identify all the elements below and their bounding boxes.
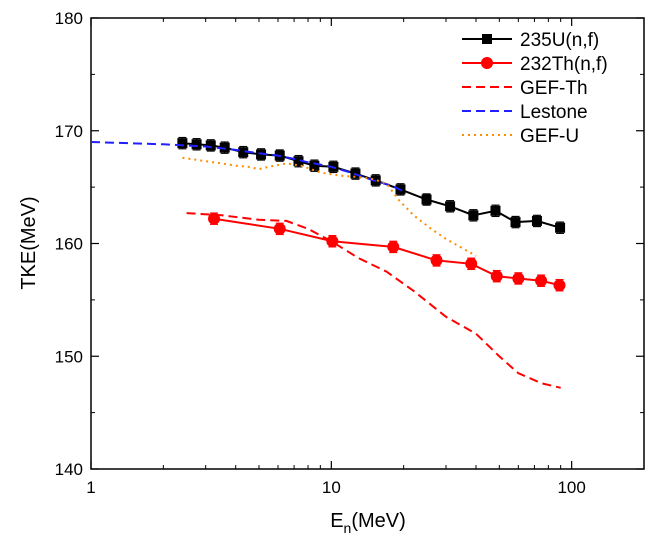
series-line xyxy=(213,217,560,287)
data-point xyxy=(273,222,286,235)
legend-marker xyxy=(482,34,492,44)
data-point xyxy=(238,147,249,158)
x-tick-label: 100 xyxy=(557,478,585,497)
series-lestone xyxy=(90,141,405,193)
data-point xyxy=(512,272,525,285)
legend-label: Lestone xyxy=(520,102,588,123)
axis-ticks xyxy=(90,17,645,470)
legend-marker xyxy=(481,57,493,69)
data-point xyxy=(191,139,202,150)
data-point xyxy=(293,156,304,167)
x-axis-title-main: E xyxy=(330,510,343,532)
tick-labels: 1 10 100 140 150 160 170 180 xyxy=(55,9,586,497)
data-point xyxy=(309,160,320,171)
data-point xyxy=(535,274,548,287)
data-point xyxy=(490,205,501,216)
y-tick-label: 140 xyxy=(55,460,83,479)
y-tick-label: 150 xyxy=(55,347,83,366)
data-point xyxy=(465,257,478,270)
series-line xyxy=(186,212,561,389)
series-232th-n-f- xyxy=(208,212,566,292)
legend-item: Lestone xyxy=(462,102,588,123)
data-point xyxy=(421,194,432,205)
data-point xyxy=(555,222,566,233)
x-tick-label: 1 xyxy=(86,478,95,497)
legend-label: GEF-Th xyxy=(520,78,588,99)
data-point xyxy=(510,217,521,228)
data-point xyxy=(531,215,542,226)
legend-label: GEF-U xyxy=(520,126,579,147)
y-tick-label: 170 xyxy=(55,122,83,141)
series-gef-th xyxy=(186,212,561,389)
y-tick-label: 160 xyxy=(55,235,83,254)
series-layer xyxy=(90,136,566,389)
legend-item: GEF-U xyxy=(462,126,579,147)
legend-item: GEF-Th xyxy=(462,78,588,99)
x-tick-label: 10 xyxy=(322,478,341,497)
legend-item: 232Th(n,f) xyxy=(462,54,608,75)
x-axis-title-unit: (MeV) xyxy=(351,510,405,532)
legend-label: 235U(n,f) xyxy=(520,30,599,51)
series-235u-n-f- xyxy=(177,136,566,234)
data-point xyxy=(205,140,216,151)
data-point xyxy=(468,210,479,221)
data-point xyxy=(430,254,443,267)
data-point xyxy=(387,240,400,253)
legend-label: 232Th(n,f) xyxy=(520,54,608,75)
x-axis-title: En(MeV) xyxy=(330,510,406,536)
series-gef-u xyxy=(182,156,477,257)
data-point xyxy=(553,279,566,292)
data-point xyxy=(445,201,456,212)
x-axis-title-subscript: n xyxy=(344,520,352,536)
series-line xyxy=(90,141,405,193)
series-line xyxy=(182,156,477,257)
y-tick-label: 180 xyxy=(55,9,83,28)
legend: 235U(n,f) 232Th(n,f) GEF-Th Lestone GEF-U xyxy=(462,30,608,147)
y-axis-title: TKE(MeV) xyxy=(18,196,40,289)
data-point xyxy=(490,270,503,283)
legend-item: 235U(n,f) xyxy=(462,30,599,51)
data-point xyxy=(177,138,188,149)
